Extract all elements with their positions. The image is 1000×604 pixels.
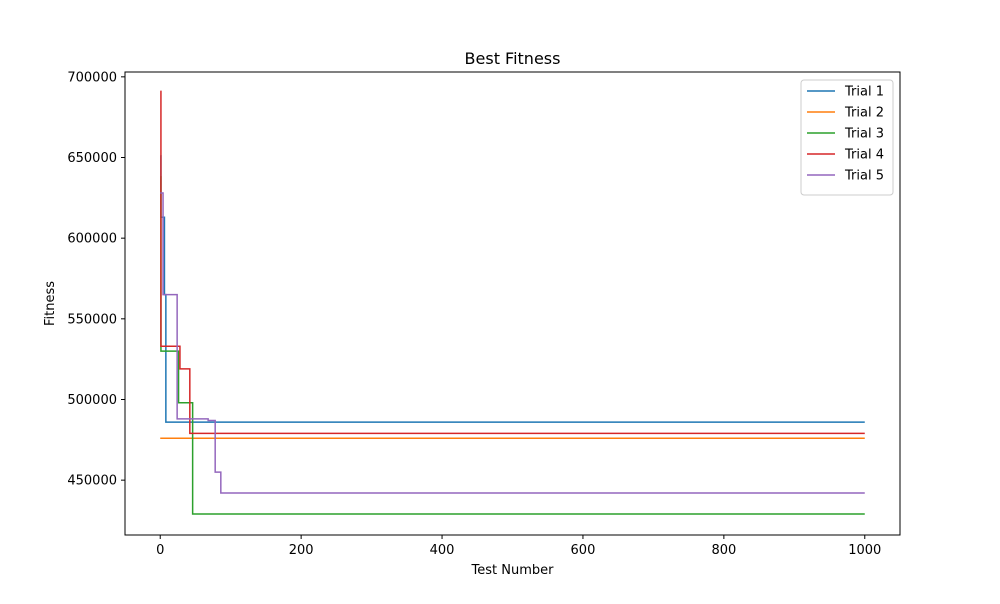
- legend-label-trial-3: Trial 3: [844, 127, 884, 142]
- ticks-layer: 0 200 400 600 800 1000 450000 500000 550000 60000…: [67, 70, 881, 558]
- y-axis-label: Fitness: [43, 281, 58, 326]
- legend-box: [800, 79, 894, 196]
- plot-frame: [124, 71, 901, 536]
- series-line-trial-5: [160, 192, 865, 494]
- series-line-trial-4: [160, 90, 865, 435]
- legend-label-trial-5: Trial 5: [844, 169, 884, 184]
- y-tick-label: 500000: [67, 393, 117, 408]
- x-tick-label: 1000: [848, 543, 881, 558]
- series-layer: [160, 90, 865, 515]
- legend: Trial 1 Trial 2 Trial 3 Trial 4 Trial 5: [800, 79, 894, 196]
- y-tick-label: 700000: [67, 70, 117, 85]
- legend-label-trial-1: Trial 1: [844, 85, 884, 100]
- x-tick-label: 0: [156, 543, 164, 558]
- y-tick-label: 600000: [67, 232, 117, 247]
- x-tick-label: 400: [430, 543, 455, 558]
- x-tick-label: 800: [711, 543, 736, 558]
- x-tick-label: 600: [571, 543, 596, 558]
- series-line-trial-1: [160, 155, 865, 423]
- x-axis-label: Test Number: [471, 563, 555, 578]
- y-tick-label: 550000: [67, 312, 117, 327]
- chart-title: Best Fitness: [465, 49, 561, 68]
- y-tick-label: 450000: [67, 474, 117, 489]
- legend-label-trial-4: Trial 4: [844, 148, 884, 163]
- y-tick-label: 650000: [67, 151, 117, 166]
- x-tick-label: 200: [289, 543, 314, 558]
- legend-label-trial-2: Trial 2: [844, 106, 884, 121]
- series-line-trial-3: [160, 176, 865, 515]
